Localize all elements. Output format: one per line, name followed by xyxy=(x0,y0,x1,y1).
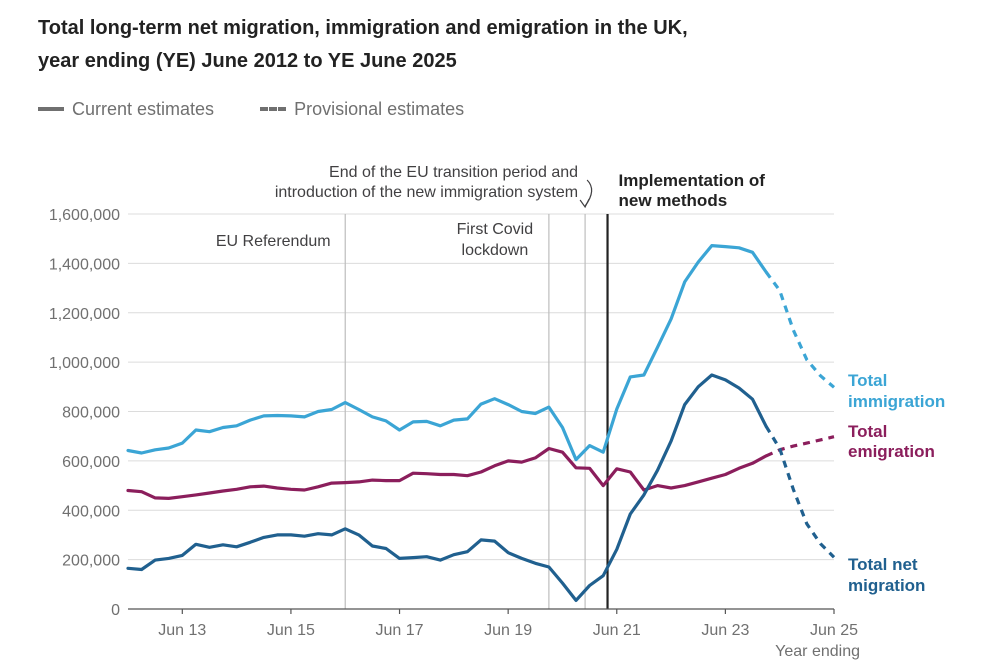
x-tick-label: Jun 23 xyxy=(701,622,749,639)
series-line-current xyxy=(126,244,768,462)
y-tick-label: 1,400,000 xyxy=(49,256,120,273)
x-tick-label: Jun 13 xyxy=(158,622,206,639)
y-tick-label: 200,000 xyxy=(62,553,120,570)
legend-item-provisional: Provisional estimates xyxy=(260,99,464,120)
dashed-line-swatch-icon xyxy=(260,107,287,111)
series-label: Total xyxy=(848,422,887,441)
event-annotation: new methods xyxy=(619,191,728,210)
event-markers: EU Referendum First Covid lockdown End of t… xyxy=(216,164,765,609)
series-line-current xyxy=(126,446,768,500)
axes: 0 200,000 400,000 600,000 800,000 1,000,000 1,… xyxy=(49,207,860,660)
y-tick-label: 1,200,000 xyxy=(49,306,120,323)
x-tick-label: Jun 17 xyxy=(376,622,424,639)
legend-label-provisional: Provisional estimates xyxy=(294,98,465,119)
annotation-arrow-icon xyxy=(584,179,593,207)
series-label: migration xyxy=(848,576,925,595)
series-label: emigration xyxy=(848,442,935,461)
y-tick-label: 0 xyxy=(111,602,120,619)
event-annotation: Implementation of xyxy=(619,171,766,190)
series-line-provisional xyxy=(764,425,836,559)
series-line-current xyxy=(126,373,768,603)
data-series xyxy=(126,244,836,603)
gridlines xyxy=(128,213,834,561)
x-tick-label: Jun 19 xyxy=(484,622,532,639)
series-line-provisional xyxy=(764,271,836,389)
y-tick-label: 1,600,000 xyxy=(49,207,120,224)
chart-title: Total long-term net migration, immigrati… xyxy=(38,12,938,78)
solid-line-swatch-icon xyxy=(38,107,64,111)
y-tick-label: 800,000 xyxy=(62,405,120,422)
annotation-arrowhead-icon xyxy=(579,198,590,209)
event-annotation: First Covid xyxy=(457,221,533,238)
series-label: Total net xyxy=(848,555,918,574)
y-tick-label: 600,000 xyxy=(62,454,120,471)
x-axis-title: Year ending xyxy=(775,643,860,660)
series-label: Total xyxy=(848,371,887,390)
event-annotation: End of the EU transition period and xyxy=(329,164,578,181)
series-line-provisional xyxy=(765,435,835,458)
series-label: immigration xyxy=(848,392,945,411)
x-tick-label: Jun 15 xyxy=(267,622,315,639)
legend-item-current: Current estimates xyxy=(38,99,214,120)
event-annotation: introduction of the new immigration syst… xyxy=(275,184,578,201)
chart-title-line-1: Total long-term net migration, immigrati… xyxy=(38,17,688,39)
x-tick-label: Jun 25 xyxy=(810,622,858,639)
legend: Current estimates Provisional estimates xyxy=(38,96,510,122)
y-tick-label: 1,000,000 xyxy=(49,355,120,372)
event-annotation: EU Referendum xyxy=(216,233,331,250)
event-annotation: lockdown xyxy=(462,242,529,259)
chart-title-line-2: year ending (YE) June 2012 to YE June 20… xyxy=(38,50,457,72)
legend-label-current: Current estimates xyxy=(72,98,215,119)
y-tick-label: 400,000 xyxy=(62,503,120,520)
x-tick-label: Jun 21 xyxy=(593,622,641,639)
